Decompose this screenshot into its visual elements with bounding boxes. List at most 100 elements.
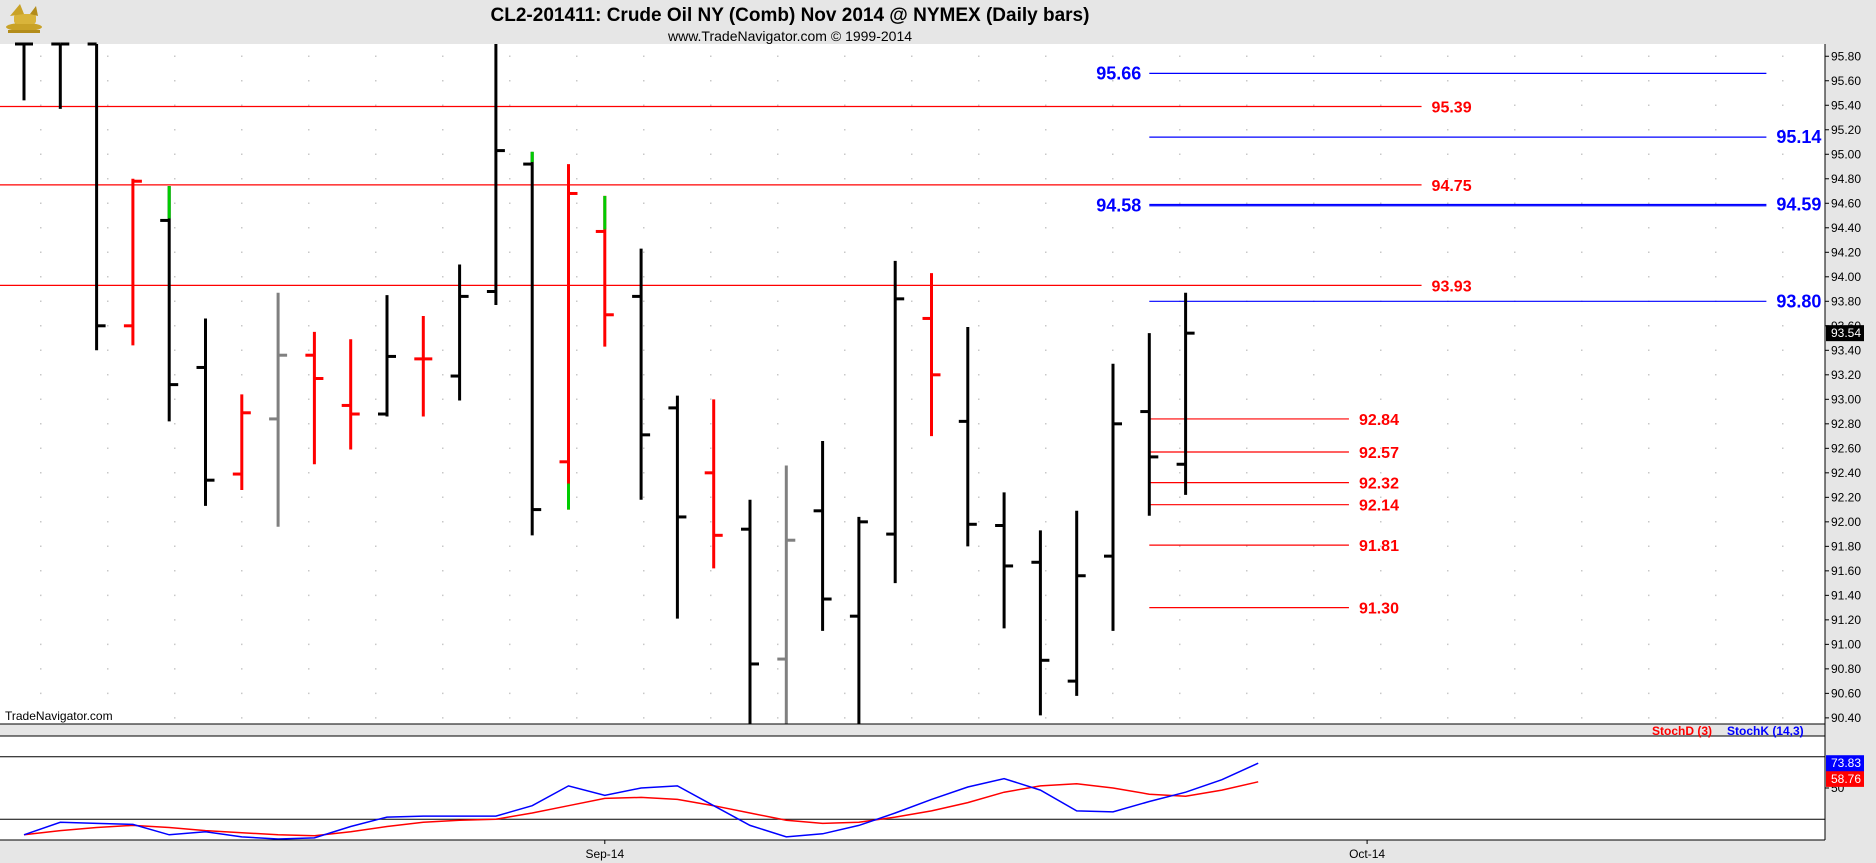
price-bar (51, 42, 70, 109)
level-label: 94.58 (1096, 196, 1141, 216)
price-bar (777, 465, 796, 724)
level-label: 92.32 (1359, 476, 1399, 493)
price-bar (341, 339, 360, 450)
price-bar (123, 178, 142, 346)
price-tick-label: 92.20 (1831, 490, 1861, 504)
price-bars (15, 42, 1195, 724)
stoch-last-value-box (1826, 755, 1864, 772)
price-tick-label: 95.20 (1831, 123, 1861, 137)
date-tick-label: Oct-14 (1349, 847, 1385, 861)
price-bar (849, 516, 868, 724)
level-label: 93.93 (1432, 278, 1472, 295)
price-bar (196, 318, 215, 506)
level-label: 92.84 (1359, 412, 1399, 429)
stoch-last-value-label: 73.83 (1831, 756, 1861, 770)
price-tick-label: 90.80 (1831, 662, 1861, 676)
price-bar (486, 44, 505, 305)
price-tick-label: 93.80 (1831, 294, 1861, 308)
price-tick-label: 95.00 (1831, 147, 1861, 161)
price-tick-label: 92.40 (1831, 466, 1861, 480)
price-tick-label: 95.40 (1831, 98, 1861, 112)
price-bar (305, 331, 324, 465)
stochastic-panel (0, 736, 1825, 840)
level-label: 94.59 (1776, 195, 1821, 215)
price-bar (632, 248, 651, 500)
price-axis: 95.80 95.60 95.40 95.20 95.00 94.80 94.60 94.40… (0, 44, 1864, 840)
price-tick-label: 92.00 (1831, 515, 1861, 529)
price-bar (378, 295, 396, 417)
logo-icon (6, 4, 42, 33)
price-bar (813, 440, 832, 631)
price-tick-label: 92.60 (1831, 441, 1861, 455)
price-tick-label: 91.60 (1831, 564, 1861, 578)
price-tick-label: 93.00 (1831, 392, 1861, 406)
price-bar (922, 273, 941, 437)
chart-title: CL2-201411: Crude Oil NY (Comb) Nov 2014… (491, 5, 1090, 26)
price-tick-label: 91.40 (1831, 588, 1861, 602)
price-bar (1176, 292, 1195, 495)
price-bar (559, 164, 578, 510)
level-label: 92.57 (1359, 445, 1399, 462)
price-bar (595, 195, 614, 347)
price-tick-label: 92.80 (1831, 417, 1861, 431)
legend-stochk: StochK (14,3) (1727, 724, 1804, 738)
price-tick-label: 94.40 (1831, 221, 1861, 235)
price-bar (1067, 510, 1086, 696)
level-label: 91.30 (1359, 601, 1399, 618)
price-bar (1104, 363, 1122, 631)
price-bar (232, 394, 251, 490)
level-label: 93.80 (1776, 291, 1821, 311)
price-bar (958, 327, 977, 547)
price-tick-label: 95.80 (1831, 49, 1861, 63)
price-panel (0, 44, 1825, 724)
price-bar (269, 292, 288, 527)
price-tick-label: 90.60 (1831, 686, 1861, 700)
stoch-last-value-label: 58.76 (1831, 772, 1861, 786)
price-tick-label: 93.20 (1831, 368, 1861, 382)
price-bar (15, 42, 33, 101)
price-bar (886, 260, 905, 584)
price-bar (668, 395, 687, 619)
price-bar (741, 499, 759, 724)
date-tick-label: Sep-14 (585, 847, 624, 861)
level-label: 95.14 (1776, 127, 1821, 147)
price-bar (1140, 333, 1159, 516)
level-label: 95.39 (1432, 99, 1472, 116)
grid-dots (40, 55, 1784, 719)
price-bar (704, 399, 723, 569)
grid-dot-pattern (40, 55, 1784, 719)
price-bar (414, 316, 433, 417)
date-axis: Sep-14 Oct-14 (0, 839, 1825, 861)
price-tick-label: 93.40 (1831, 343, 1861, 357)
price-tick-label: 91.00 (1831, 637, 1861, 651)
chart-subtitle: www.TradeNavigator.com © 1999-2014 (667, 28, 912, 44)
stoch-last-value-box (1826, 770, 1864, 787)
price-tick-label: 91.20 (1831, 613, 1861, 627)
last-price-box (1826, 325, 1864, 342)
stoch-series-line (23, 762, 1259, 840)
price-tick-label: 95.60 (1831, 74, 1861, 88)
price-tick-label: 94.00 (1831, 270, 1861, 284)
last-price-label: 93.54 (1831, 326, 1861, 340)
level-label: 91.81 (1359, 538, 1399, 555)
legend-stochd: StochD (3) (1652, 724, 1712, 738)
price-tick-label: 90.40 (1831, 711, 1861, 725)
price-tick-label: 94.80 (1831, 172, 1861, 186)
price-tick-label: 94.60 (1831, 196, 1861, 210)
price-tick-label: 94.20 (1831, 245, 1861, 259)
level-label: 94.75 (1432, 178, 1472, 195)
price-bar (523, 151, 542, 536)
price-tick-label: 91.80 (1831, 539, 1861, 553)
price-bar (450, 264, 469, 401)
price-bar (995, 492, 1014, 629)
price-bar (160, 186, 179, 422)
levels-layer: 95.66 95.39 95.14 94.75 94.58 94.59 93.93 93.80… (0, 63, 1821, 618)
level-label: 92.14 (1359, 498, 1399, 515)
watermark: TradeNavigator.com (5, 709, 113, 723)
stoch-series-line (23, 781, 1259, 837)
price-bar (1031, 530, 1050, 716)
level-label: 95.66 (1096, 63, 1141, 83)
price-bar (87, 42, 106, 351)
